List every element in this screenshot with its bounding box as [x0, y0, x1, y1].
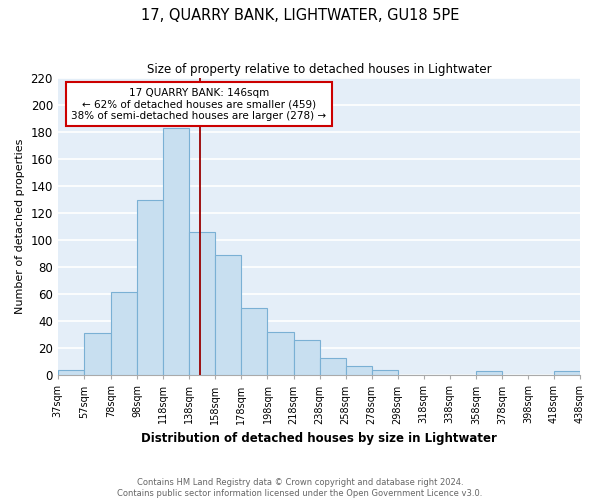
Bar [215, 255, 241, 376]
Bar [371, 370, 398, 376]
Y-axis label: Number of detached properties: Number of detached properties [15, 139, 25, 314]
Bar [346, 366, 371, 376]
Text: 17 QUARRY BANK: 146sqm
← 62% of detached houses are smaller (459)
38% of semi-de: 17 QUARRY BANK: 146sqm ← 62% of detached… [71, 88, 326, 120]
Bar [111, 292, 137, 376]
Bar [476, 371, 502, 376]
X-axis label: Distribution of detached houses by size in Lightwater: Distribution of detached houses by size … [141, 432, 497, 445]
Bar [190, 232, 215, 376]
Bar [320, 358, 346, 376]
Bar [84, 334, 111, 376]
Bar [554, 371, 580, 376]
Bar [58, 370, 84, 376]
Bar [241, 308, 268, 376]
Title: Size of property relative to detached houses in Lightwater: Size of property relative to detached ho… [146, 62, 491, 76]
Bar [293, 340, 320, 376]
Text: Contains HM Land Registry data © Crown copyright and database right 2024.
Contai: Contains HM Land Registry data © Crown c… [118, 478, 482, 498]
Bar [163, 128, 190, 376]
Text: 17, QUARRY BANK, LIGHTWATER, GU18 5PE: 17, QUARRY BANK, LIGHTWATER, GU18 5PE [141, 8, 459, 22]
Bar [268, 332, 293, 376]
Bar [137, 200, 163, 376]
